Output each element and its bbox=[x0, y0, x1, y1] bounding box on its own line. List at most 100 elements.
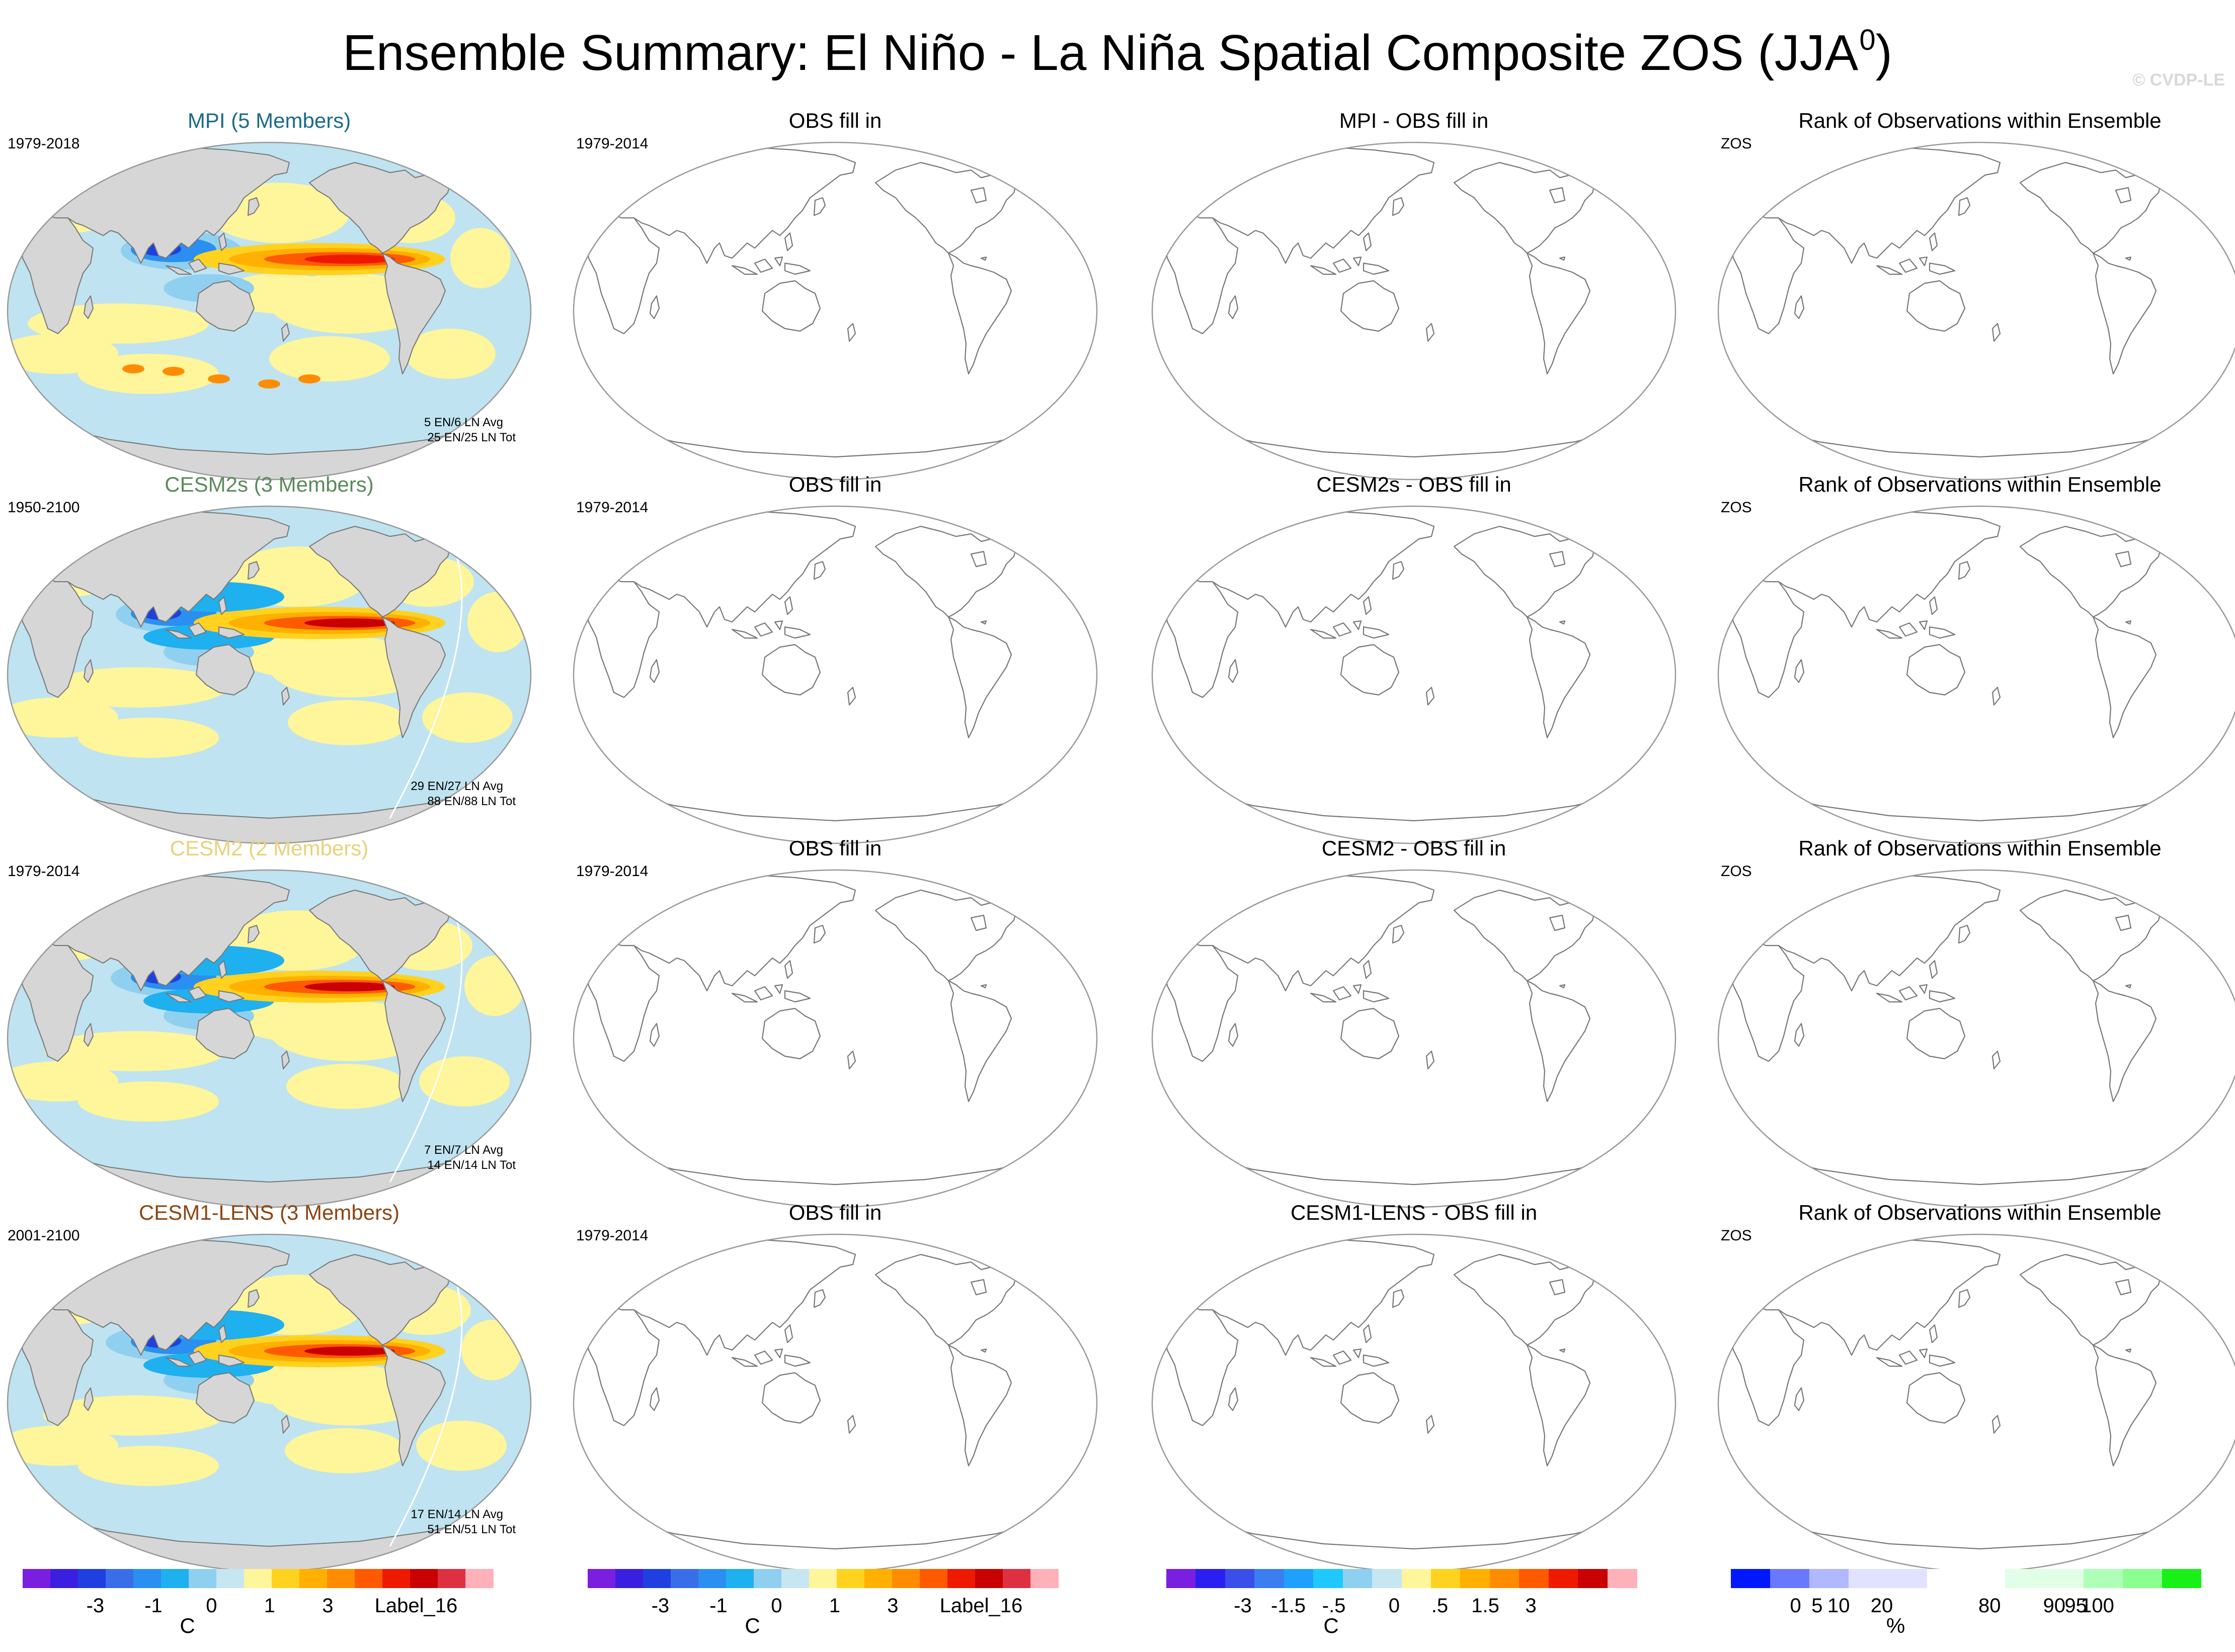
weak-positive-region bbox=[235, 1365, 346, 1405]
event-total-count: 14 EN/14 LN Tot bbox=[427, 1158, 516, 1172]
colorbar-swatch bbox=[1809, 1569, 1849, 1588]
variable-label: ZOS bbox=[1721, 499, 1752, 516]
colorbar-swatch bbox=[1401, 1569, 1431, 1588]
diff-map bbox=[1151, 505, 1677, 844]
colorbar-tick-label: Label_16 bbox=[374, 1595, 458, 1617]
colorbar-tick-label: -1.5 bbox=[1271, 1595, 1306, 1617]
colorbar-swatch bbox=[106, 1569, 134, 1588]
colorbar-swatch bbox=[299, 1569, 328, 1588]
el-nino-tongue bbox=[304, 618, 395, 627]
colorbar-tick-label: -1 bbox=[709, 1595, 728, 1617]
grid-seam bbox=[389, 900, 463, 1183]
southern-ocean-anomaly bbox=[163, 367, 185, 376]
weak-positive-region bbox=[285, 1428, 406, 1473]
colorbar-swatch bbox=[465, 1569, 494, 1588]
colorbar-tick-label: -3 bbox=[651, 1595, 670, 1617]
event-average-count: 5 EN/6 LN Avg bbox=[424, 416, 503, 429]
colorbar-tick-label: 1.5 bbox=[1471, 1595, 1499, 1617]
weak-positive-region bbox=[78, 1446, 219, 1486]
obs-map bbox=[573, 869, 1098, 1208]
copyright-text: © CVDP-LE bbox=[2132, 70, 2225, 90]
weak-positive-region bbox=[78, 354, 219, 394]
colorbar-swatch bbox=[1254, 1569, 1285, 1588]
colorbar-swatch bbox=[1731, 1569, 1771, 1588]
colorbar-tick-label: 3 bbox=[1525, 1595, 1537, 1617]
colorbar-swatch bbox=[244, 1569, 272, 1588]
obs-map bbox=[573, 505, 1098, 844]
colorbar-tick-label: 3 bbox=[322, 1595, 334, 1617]
colorbar-tick-label: 100 bbox=[2081, 1595, 2114, 1617]
colorbar-swatch bbox=[754, 1569, 782, 1588]
colorbar-unit: C bbox=[745, 1614, 760, 1637]
southern-ocean-anomaly bbox=[208, 374, 230, 383]
diff-panel-title: CESM1-LENS - OBS fill in bbox=[1290, 1201, 1538, 1224]
colorbar-swatch bbox=[161, 1569, 189, 1588]
rank-map bbox=[1717, 869, 2235, 1208]
colorbar-swatch bbox=[1519, 1569, 1549, 1588]
southern-ocean-anomaly bbox=[258, 379, 280, 388]
colorbar-swatch bbox=[1489, 1569, 1520, 1588]
year-range: 1979-2014 bbox=[8, 863, 80, 880]
event-total-count: 88 EN/88 LN Tot bbox=[427, 795, 516, 808]
weak-positive-region bbox=[238, 1001, 349, 1041]
weak-positive-region bbox=[46, 667, 227, 707]
map-border bbox=[7, 869, 532, 1208]
weak-positive-region bbox=[28, 303, 209, 344]
colorbar-tick-label: 95 bbox=[2064, 1595, 2087, 1617]
southern-ocean-anomaly bbox=[298, 374, 321, 383]
colorbar-swatch bbox=[2084, 1569, 2123, 1588]
model-map bbox=[7, 869, 532, 1208]
colorbar-swatch bbox=[1195, 1569, 1226, 1588]
colorbar-swatch bbox=[1225, 1569, 1255, 1588]
colorbar-unit: C bbox=[180, 1614, 195, 1637]
map-border bbox=[573, 505, 1098, 844]
colorbar-swatch bbox=[1284, 1569, 1314, 1588]
colorbar-tick-label: -1 bbox=[144, 1595, 163, 1617]
event-total-count: 51 EN/51 LN Tot bbox=[427, 1523, 516, 1536]
weak-positive-region bbox=[450, 228, 511, 288]
obs-panel-title: OBS fill in bbox=[788, 836, 882, 860]
colorbar-swatch bbox=[133, 1569, 162, 1588]
year-range: 1950-2100 bbox=[8, 499, 80, 516]
colorbar-swatch bbox=[1430, 1569, 1461, 1588]
colorbar-tick-label: -3 bbox=[86, 1595, 105, 1617]
rank-panel-title: Rank of Observations within Ensemble bbox=[1798, 109, 2162, 132]
event-total-count: 25 EN/25 LN Tot bbox=[427, 431, 516, 444]
colorbar-unit: C bbox=[1323, 1614, 1339, 1637]
model-map bbox=[7, 1233, 532, 1572]
colorbar-unit: % bbox=[1886, 1614, 1905, 1637]
colorbar-swatch bbox=[189, 1569, 217, 1588]
colorbar-swatch bbox=[1166, 1569, 1196, 1588]
year-range: 1979-2018 bbox=[8, 135, 80, 152]
variable-label: ZOS bbox=[1721, 1227, 1752, 1244]
colorbar-swatch bbox=[698, 1569, 727, 1588]
colorbar-swatch bbox=[272, 1569, 300, 1588]
colorbar-swatch bbox=[615, 1569, 644, 1588]
obs-panel-title: OBS fill in bbox=[788, 1201, 882, 1224]
colorbar-swatch bbox=[1460, 1569, 1490, 1588]
weak-positive-region bbox=[286, 1064, 407, 1109]
colorbar-swatch bbox=[1927, 1569, 1966, 1588]
colorbar-tick-label: Label_16 bbox=[939, 1595, 1023, 1617]
weak-positive-region bbox=[78, 718, 219, 758]
grid-seam bbox=[389, 1264, 463, 1547]
colorbar-swatch bbox=[1578, 1569, 1608, 1588]
el-nino-tongue bbox=[304, 255, 395, 264]
colorbar-tick-label: 80 bbox=[1978, 1595, 2001, 1617]
weak-positive-region bbox=[422, 692, 513, 743]
colorbar-tick-label: 0 bbox=[206, 1595, 217, 1617]
colorbar-tick-label: 0 bbox=[1388, 1595, 1400, 1617]
model-panel-title: CESM1-LENS (3 Members) bbox=[138, 1201, 400, 1224]
map-border bbox=[573, 141, 1098, 481]
figure-title: Ensemble Summary: El Niño - La Niña Spat… bbox=[343, 24, 1892, 81]
colorbar-swatch bbox=[809, 1569, 837, 1588]
colorbar-swatch bbox=[975, 1569, 1003, 1588]
colorbar-swatch bbox=[588, 1569, 616, 1588]
rank-map bbox=[1717, 141, 2235, 481]
colorbar-swatch bbox=[1887, 1569, 1928, 1588]
weak-positive-region bbox=[461, 1320, 522, 1380]
obs-panel-title: OBS fill in bbox=[788, 473, 882, 496]
colorbar-swatch bbox=[1548, 1569, 1578, 1588]
weak-positive-region bbox=[405, 329, 496, 379]
colorbar-swatch bbox=[438, 1569, 466, 1588]
